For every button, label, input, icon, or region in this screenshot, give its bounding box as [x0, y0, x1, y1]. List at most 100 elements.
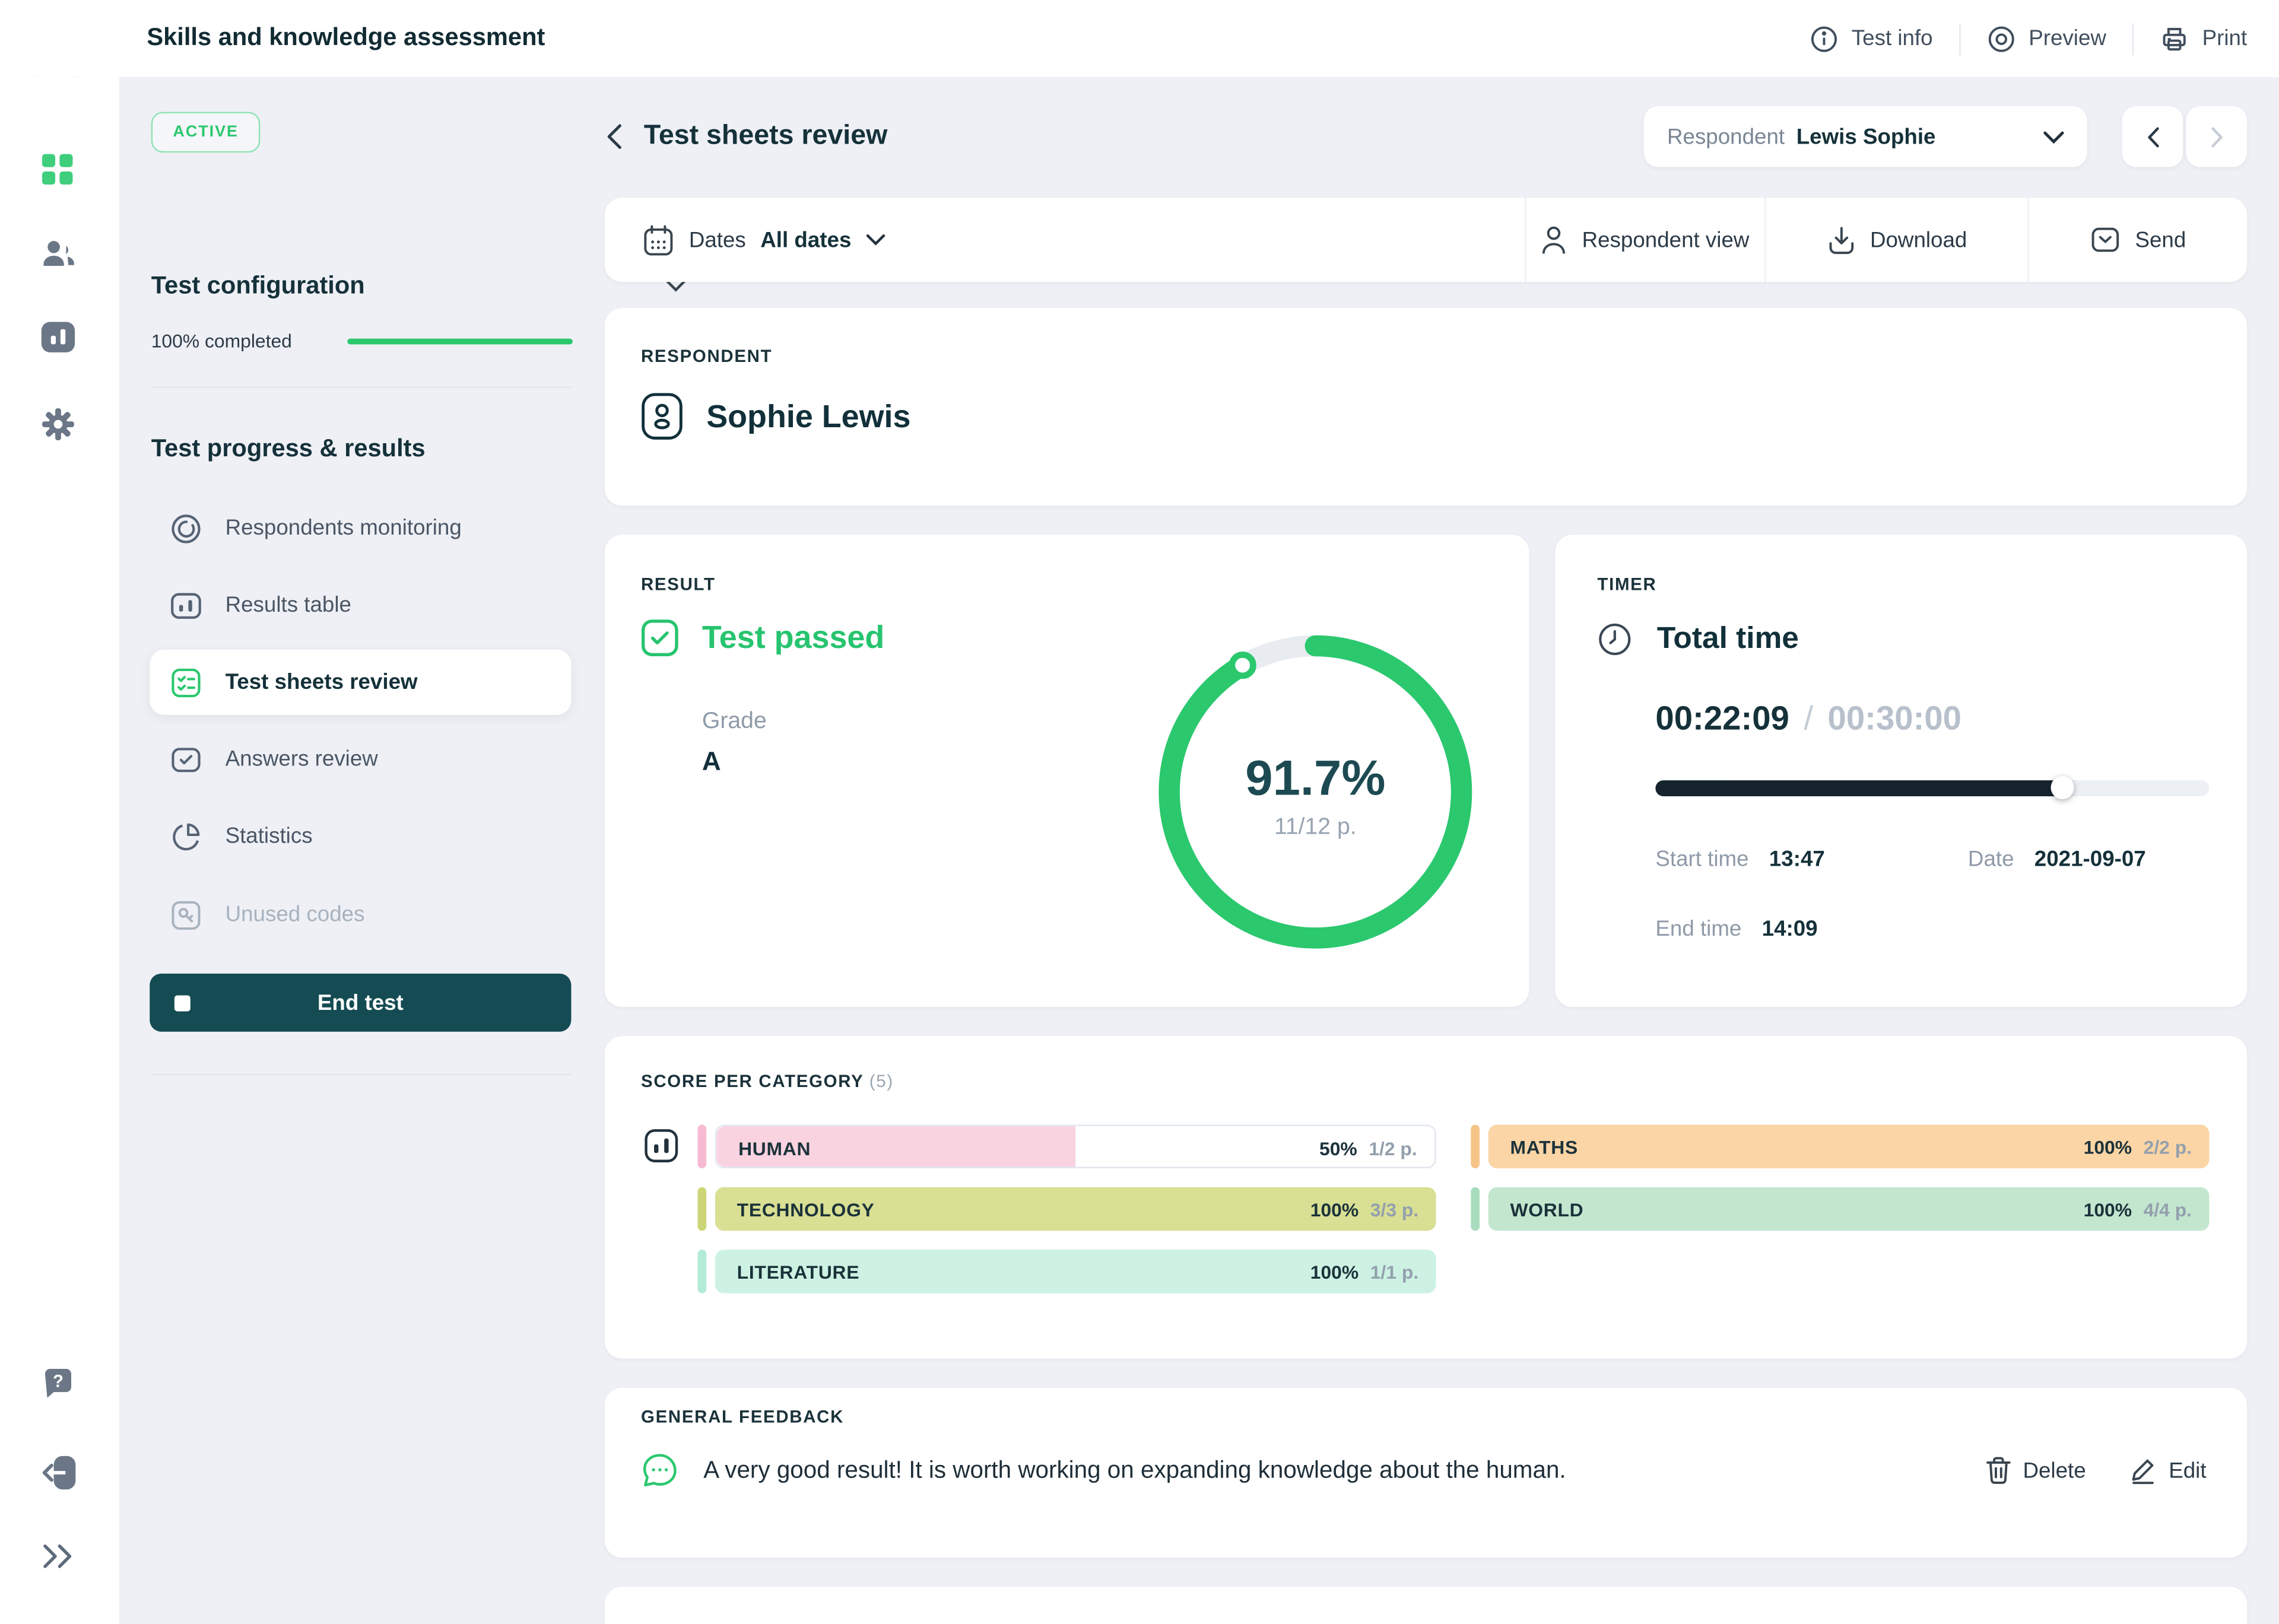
grade-value: A: [702, 746, 721, 776]
date-label: Date: [1967, 847, 2014, 872]
prev-respondent-button[interactable]: [2122, 106, 2183, 167]
print-button[interactable]: Print: [2160, 24, 2248, 53]
page-title: Test sheets review: [643, 120, 888, 151]
monitoring-icon: [172, 514, 201, 543]
next-respondent-button[interactable]: [2186, 106, 2248, 167]
sidebar-item-label: Statistics: [225, 824, 313, 849]
nav-rail: ?: [0, 77, 119, 1624]
dashboard-grid-icon[interactable]: [41, 152, 74, 186]
info-icon: [1811, 26, 1837, 52]
page-title-row: Test sheets review: [606, 120, 887, 152]
category-pct: 100%: [1310, 1261, 1359, 1283]
chevron-left-icon: [2147, 126, 2159, 147]
category-points: 1/1 p.: [1370, 1261, 1419, 1283]
send-button[interactable]: Send: [2029, 225, 2247, 255]
score-column-left: HUMAN 50% 1/2 p. TECHNOLOGY 100% 3/3 p. LI…: [697, 1124, 1436, 1312]
end-time-row: End time 14:09: [1655, 917, 1817, 942]
reports-chart-icon[interactable]: [41, 321, 76, 353]
timer-card: TIMER Total time 00:22:09 / 00:30:00 Start…: [1555, 535, 2248, 1008]
sidebar-item-statistics[interactable]: Statistics: [150, 803, 571, 869]
help-icon[interactable]: ?: [41, 1367, 76, 1402]
respondent-select[interactable]: Respondent Lewis Sophie: [1643, 106, 2087, 167]
time-progress-knob: [2051, 776, 2075, 799]
sidebar-item-answers-review[interactable]: Answers review: [150, 726, 571, 792]
test-info-button[interactable]: Test info: [1810, 24, 1933, 53]
category-pct: 100%: [2083, 1136, 2132, 1158]
feedback-actions: Delete Edit: [1985, 1456, 2207, 1485]
category-name: LITERATURE: [737, 1261, 860, 1283]
test-side-panel: ACTIVE Test configuration 100% completed…: [119, 77, 686, 1624]
divider: [1524, 198, 1526, 282]
feedback-section-label: GENERAL FEEDBACK: [641, 1406, 845, 1427]
feedback-row: A very good result! It is worth working …: [641, 1452, 2207, 1490]
edit-button[interactable]: Edit: [2129, 1456, 2207, 1485]
download-button[interactable]: Download: [1766, 224, 2028, 255]
users-icon[interactable]: [41, 237, 77, 270]
trash-icon: [1986, 1457, 2011, 1484]
config-section-title: Test configuration: [151, 271, 365, 300]
respondent-select-label: Respondent: [1667, 124, 1785, 150]
end-test-button[interactable]: End test: [150, 973, 572, 1032]
respondent-card: RESPONDENT Sophie Lewis: [604, 308, 2248, 506]
print-label: Print: [2202, 26, 2248, 51]
download-icon: [1829, 226, 1853, 253]
category-pct: 100%: [1310, 1199, 1359, 1221]
preview-button[interactable]: Preview: [1986, 24, 2106, 53]
sidebar-item-test-sheets-review[interactable]: Test sheets review: [150, 649, 572, 715]
top-header: Skills and knowledge assessment Test inf…: [0, 0, 2279, 77]
category-points: 2/2 p.: [2143, 1136, 2192, 1158]
progress-section-title: Test progress & results: [151, 434, 426, 462]
category-bar-fill: [716, 1126, 1076, 1167]
calendar-icon: [644, 224, 673, 255]
delete-label: Delete: [2023, 1458, 2086, 1483]
dates-filter[interactable]: Dates All dates: [605, 223, 1525, 256]
category-points: 1/2 p.: [1369, 1137, 1417, 1160]
chevron-down-icon[interactable]: [665, 279, 686, 292]
next-section-card: [604, 1587, 2248, 1624]
sidebar-item-respondents-monitoring[interactable]: Respondents monitoring: [150, 495, 571, 561]
logout-icon[interactable]: [41, 1454, 79, 1490]
category-pct: 50%: [1319, 1137, 1357, 1160]
time-separator: /: [1804, 698, 1814, 737]
category-name: MATHS: [1510, 1136, 1579, 1158]
preview-label: Preview: [2029, 26, 2106, 51]
send-envelope-icon: [2091, 227, 2119, 252]
config-progress-row: 100% completed: [151, 330, 573, 352]
respondent-section-label: RESPONDENT: [641, 345, 773, 367]
preview-icon: [1988, 26, 2014, 52]
elapsed-time: 00:22:09: [1655, 698, 1789, 737]
category-bar: TECHNOLOGY 100% 3/3 p.: [715, 1187, 1436, 1231]
end-test-label: End test: [317, 990, 404, 1015]
chevron-right-icon: [2211, 126, 2222, 147]
delete-button[interactable]: Delete: [1985, 1456, 2086, 1485]
end-time-label: End time: [1655, 917, 1742, 942]
filter-bar: Dates All dates Respondent view Download…: [604, 198, 2248, 282]
date-value: 2021-09-07: [2034, 847, 2146, 872]
category-accent: [1471, 1187, 1480, 1231]
sidebar-item-unused-codes[interactable]: Unused codes: [150, 882, 571, 948]
sidebar-item-results-table[interactable]: Results table: [150, 573, 571, 638]
category-name: TECHNOLOGY: [737, 1199, 875, 1221]
timer-section-label: TIMER: [1597, 574, 1657, 595]
score-section-title: SCORE PER CATEGORY: [641, 1070, 864, 1092]
answers-review-icon: [172, 747, 201, 772]
expand-sidebar-icon[interactable]: [41, 1542, 77, 1571]
respondent-view-button[interactable]: Respondent view: [1526, 224, 1764, 255]
total-time-limit: 00:30:00: [1827, 698, 1962, 737]
category-accent: [697, 1124, 707, 1168]
score-category-card: SCORE PER CATEGORY (5) HUMAN 50% 1/2 p. T…: [604, 1036, 2248, 1359]
category-score: 100% 2/2 p.: [2084, 1136, 2192, 1158]
settings-gear-icon[interactable]: [41, 407, 76, 442]
respondent-name: Sophie Lewis: [706, 397, 911, 434]
svg-text:?: ?: [53, 1372, 64, 1391]
back-chevron-icon[interactable]: [606, 123, 622, 150]
category-name: HUMAN: [738, 1137, 811, 1160]
app-title: Skills and knowledge assessment: [147, 23, 545, 51]
category-row-world: WORLD 100% 4/4 p.: [1471, 1187, 2210, 1231]
result-card: RESULT Test passed Grade A 91.7% 11/12 p…: [604, 535, 1529, 1008]
person-badge-icon: [642, 393, 683, 440]
dates-value: All dates: [760, 227, 852, 252]
category-score: 100% 4/4 p.: [2084, 1199, 2192, 1221]
start-time-row: Start time 13:47: [1655, 847, 1824, 872]
